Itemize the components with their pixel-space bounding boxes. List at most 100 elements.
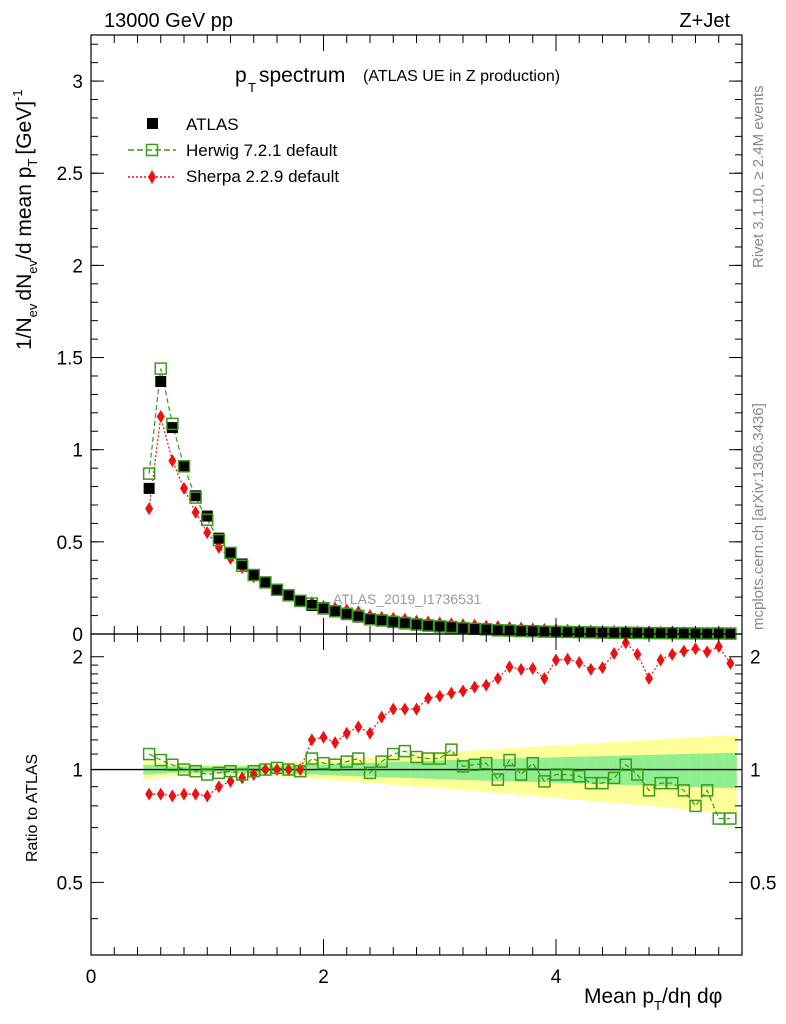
mcplots-label: mcplots.cern.ch [arXiv:1306.3436]	[750, 403, 767, 630]
main-point-filled-diamond	[168, 454, 177, 468]
ratio-panel-marks	[142, 636, 737, 825]
title-p-subscript: T	[248, 80, 256, 95]
ratio-point-filled-diamond	[703, 645, 712, 659]
main-point-filled-square	[538, 625, 550, 637]
ratio-point-filled-diamond	[621, 636, 630, 650]
ratio-point-filled-diamond	[226, 774, 235, 788]
ratio-point-filled-diamond	[645, 671, 653, 685]
axes: 00.511.522.530 2 40.5 0.51 12 2	[57, 34, 776, 988]
legend-herwig-label: Herwig 7.2.1 default	[186, 141, 337, 160]
main-y-axis-label: 1/NevdNev/d mean pT[GeV]-1	[10, 89, 40, 350]
ratio-y-axis-label: Ratio to ATLAS	[24, 754, 41, 862]
ratio-point-filled-diamond	[191, 787, 200, 801]
ratio-point-filled-diamond	[540, 671, 549, 685]
main-y-tick-label: 0	[72, 625, 83, 646]
main-point-filled-square	[201, 510, 213, 522]
ratio-point-filled-diamond	[249, 768, 258, 782]
ratio-point-open-square	[724, 812, 737, 825]
main-point-filled-square	[678, 627, 690, 639]
main-point-filled-square	[259, 576, 271, 588]
main-point-filled-square	[445, 622, 457, 634]
ratio-point-open-square	[480, 756, 493, 770]
ratio-y-tick-label-right: 0.5	[750, 873, 776, 894]
main-point-filled-square	[411, 619, 422, 631]
ratio-point-open-square	[666, 776, 679, 790]
ratio-point-filled-diamond	[214, 780, 223, 794]
main-point-filled-square	[469, 623, 481, 635]
ratio-point-open-square	[352, 752, 365, 765]
ratio-point-open-square	[607, 771, 621, 785]
main-point-filled-square	[190, 490, 202, 502]
stat-uncertainty-band	[701, 753, 714, 788]
main-point-filled-square	[178, 460, 190, 472]
ratio-point-open-square	[526, 756, 539, 770]
main-point-filled-square	[225, 547, 236, 559]
main-point-filled-square	[364, 613, 376, 625]
ratio-point-filled-diamond	[319, 730, 328, 744]
ratio-y-tick-label: 2	[72, 648, 83, 669]
title-p: p	[235, 64, 247, 87]
ratio-uncertainty-bands	[91, 735, 742, 814]
ratio-point-filled-diamond	[168, 789, 177, 803]
ratio-point-filled-diamond	[482, 678, 491, 692]
ratio-point-filled-diamond	[284, 763, 293, 777]
ratio-point-open-square	[700, 784, 714, 797]
main-point-filled-square	[329, 606, 341, 618]
main-point-open-square	[166, 417, 179, 431]
main-point-open-square	[142, 467, 156, 480]
stat-uncertainty-band	[689, 753, 702, 788]
main-point-filled-diamond	[191, 505, 200, 519]
ratio-point-filled-diamond	[459, 684, 467, 698]
ratio-point-filled-diamond	[552, 653, 560, 667]
ratio-point-filled-diamond	[493, 671, 502, 685]
ratio-point-filled-diamond	[261, 763, 270, 777]
main-point-filled-diamond	[145, 502, 154, 516]
main-point-open-square	[259, 576, 272, 589]
stat-uncertainty-band	[678, 754, 691, 787]
main-point-filled-square	[376, 615, 388, 627]
ratio-line-open-square	[148, 748, 731, 820]
stat-uncertainty-band	[631, 755, 644, 786]
main-point-open-square	[154, 362, 167, 375]
legend-sherpa-marker	[148, 170, 156, 184]
ratio-point-open-square	[619, 758, 632, 771]
main-point-filled-square	[271, 584, 283, 596]
ratio-point-open-square	[363, 766, 377, 780]
main-point-filled-square	[422, 620, 434, 632]
main-y-tick-label: 1	[72, 441, 83, 462]
ratio-point-open-square	[445, 743, 458, 756]
ratio-y-tick-label: 0.5	[57, 873, 83, 894]
ratio-point-filled-diamond	[668, 647, 677, 661]
ratio-point-filled-diamond	[412, 702, 421, 716]
main-point-filled-square	[585, 626, 597, 638]
ratio-point-open-square	[503, 753, 516, 767]
main-point-filled-square	[236, 558, 248, 570]
ratio-point-filled-diamond	[180, 787, 188, 801]
ratio-point-filled-diamond	[400, 702, 409, 716]
main-point-filled-square	[248, 569, 260, 581]
ratio-point-open-square	[538, 775, 551, 788]
main-point-filled-square	[318, 603, 329, 615]
main-point-filled-square	[213, 532, 225, 544]
main-y-tick-label: 0.5	[57, 533, 83, 554]
title-extra: (ATLAS UE in Z production)	[363, 68, 560, 85]
main-y-tick-label: 2	[72, 256, 83, 277]
ratio-point-open-square	[375, 755, 388, 768]
main-point-filled-square	[341, 609, 353, 621]
main-point-filled-diamond	[214, 540, 223, 554]
ratio-point-filled-diamond	[598, 661, 607, 675]
main-point-open-square	[189, 491, 202, 504]
ratio-point-open-square	[642, 784, 656, 797]
stat-uncertainty-band	[643, 754, 656, 786]
main-point-filled-square	[701, 627, 713, 639]
stat-uncertainty-band	[654, 754, 668, 786]
x-tick-label: 4	[551, 967, 562, 988]
ratio-y-tick-label-right: 2	[750, 648, 761, 669]
ratio-point-filled-diamond	[528, 662, 537, 676]
ratio-point-filled-diamond	[447, 686, 456, 700]
ratio-point-filled-diamond	[307, 733, 316, 747]
ratio-point-filled-diamond	[679, 644, 688, 658]
ratio-point-filled-diamond	[435, 689, 444, 703]
ratio-point-filled-diamond	[389, 702, 398, 716]
ratio-point-filled-diamond	[145, 787, 154, 801]
